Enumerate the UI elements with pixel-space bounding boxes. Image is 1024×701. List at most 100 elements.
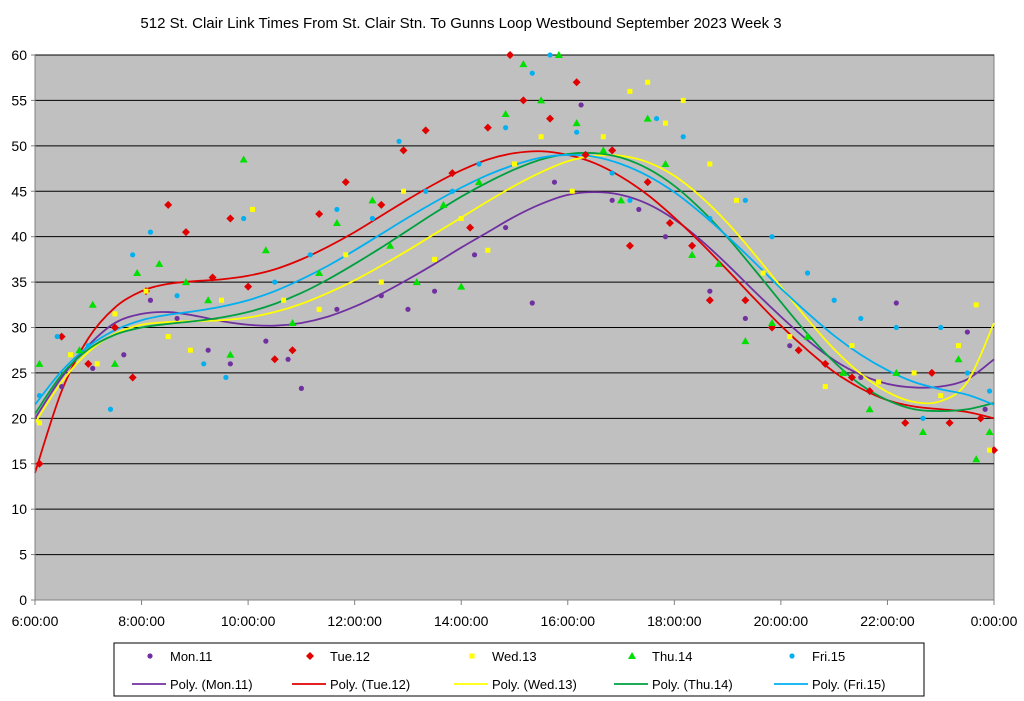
data-point-1 xyxy=(927,368,936,377)
data-point-2 xyxy=(876,379,882,385)
data-point-4 xyxy=(107,406,114,412)
data-point-0 xyxy=(90,365,96,371)
legend-label: Poly. (Fri.15) xyxy=(812,677,885,692)
data-point-4 xyxy=(964,370,970,376)
data-point-0 xyxy=(298,385,304,391)
data-point-4 xyxy=(858,315,864,322)
data-point-4 xyxy=(36,393,43,399)
data-point-2 xyxy=(165,334,171,340)
y-tick-label: 10 xyxy=(11,501,27,517)
data-point-3 xyxy=(839,368,848,376)
data-point-3 xyxy=(88,300,97,308)
data-point-3 xyxy=(643,114,652,122)
y-tick-label: 35 xyxy=(11,274,27,290)
data-point-1 xyxy=(466,223,475,232)
data-point-3 xyxy=(474,178,483,186)
x-tick-label: 14:00:00 xyxy=(434,613,489,629)
data-point-1 xyxy=(399,146,408,155)
y-tick-label: 5 xyxy=(19,547,27,563)
data-point-1 xyxy=(244,282,253,291)
data-point-3 xyxy=(572,119,581,127)
x-tick-label: 16:00:00 xyxy=(541,613,596,629)
axes: 0 5 10 15 20 25 30 35 40 45 50 55 60 6:00:00 8:00:00 10… xyxy=(11,47,1017,629)
y-tick-label: 60 xyxy=(11,47,27,63)
data-point-3 xyxy=(315,269,324,276)
x-tick-label: 6:00:00 xyxy=(12,613,59,629)
data-point-4 xyxy=(54,333,60,340)
data-point-0 xyxy=(662,234,669,240)
trend-line-1 xyxy=(34,150,995,474)
data-point-3 xyxy=(803,332,812,340)
data-point-0 xyxy=(893,300,899,306)
data-point-3 xyxy=(133,269,142,276)
y-tick-label: 50 xyxy=(11,138,27,154)
data-point-3 xyxy=(865,405,874,413)
data-point-1 xyxy=(341,178,350,187)
data-point-4 xyxy=(627,197,633,203)
data-point-2 xyxy=(36,420,42,426)
data-point-1 xyxy=(84,359,93,368)
data-point-0 xyxy=(378,293,384,299)
data-point-3 xyxy=(985,427,994,435)
data-point-4 xyxy=(804,270,811,276)
data-point-3 xyxy=(537,96,546,104)
data-point-2 xyxy=(458,216,464,221)
legend-label: Poly. (Mon.11) xyxy=(170,677,253,692)
trend-lines xyxy=(34,150,995,474)
data-point-3 xyxy=(261,246,270,254)
x-tick-label: 0:00:00 xyxy=(971,613,1018,629)
data-point-3 xyxy=(226,350,235,358)
data-point-1 xyxy=(164,200,173,209)
data-point-4 xyxy=(147,229,154,235)
data-point-3 xyxy=(155,259,164,267)
legend-marker xyxy=(306,652,314,660)
data-point-1 xyxy=(665,219,674,228)
data-point-0 xyxy=(609,197,615,203)
x-tick-label: 12:00:00 xyxy=(327,613,382,629)
data-point-1 xyxy=(741,296,750,305)
data-point-4 xyxy=(742,197,748,203)
data-point-3 xyxy=(368,196,377,204)
legend-label: Thu.14 xyxy=(652,649,692,664)
data-point-2 xyxy=(432,256,438,262)
data-point-2 xyxy=(973,302,979,308)
data-point-4 xyxy=(680,134,686,140)
data-point-1 xyxy=(377,200,386,209)
data-point-4 xyxy=(986,388,993,394)
data-point-2 xyxy=(281,297,287,303)
data-point-2 xyxy=(822,384,828,390)
data-point-2 xyxy=(987,447,993,453)
data-point-3 xyxy=(768,318,777,326)
data-point-1 xyxy=(572,78,581,87)
data-point-1 xyxy=(270,355,279,364)
legend-label: Mon.11 xyxy=(170,649,212,664)
data-point-1 xyxy=(483,123,492,132)
data-point-3 xyxy=(519,60,528,68)
data-point-4 xyxy=(529,70,535,76)
data-point-3 xyxy=(439,200,448,208)
data-point-0 xyxy=(503,224,509,231)
data-point-3 xyxy=(918,427,927,435)
data-point-4 xyxy=(609,170,615,176)
legend-marker xyxy=(469,653,475,659)
data-point-4 xyxy=(130,252,136,258)
data-point-1 xyxy=(794,346,803,355)
data-point-1 xyxy=(421,126,430,135)
data-point-1 xyxy=(643,178,652,187)
data-point-0 xyxy=(147,297,154,303)
data-point-4 xyxy=(423,188,429,194)
data-point-0 xyxy=(263,338,269,344)
data-point-1 xyxy=(181,228,190,237)
x-tick-label: 20:00:00 xyxy=(754,613,809,629)
legend-label: Poly. (Wed.13) xyxy=(492,677,577,692)
data-point-3 xyxy=(75,346,84,354)
data-point-3 xyxy=(181,278,190,286)
data-point-4 xyxy=(893,324,899,331)
data-point-4 xyxy=(396,138,402,144)
data-point-2 xyxy=(569,188,575,194)
data-point-4 xyxy=(272,279,278,285)
data-point-1 xyxy=(581,150,590,159)
data-point-0 xyxy=(982,406,988,412)
data-point-3 xyxy=(239,155,248,163)
